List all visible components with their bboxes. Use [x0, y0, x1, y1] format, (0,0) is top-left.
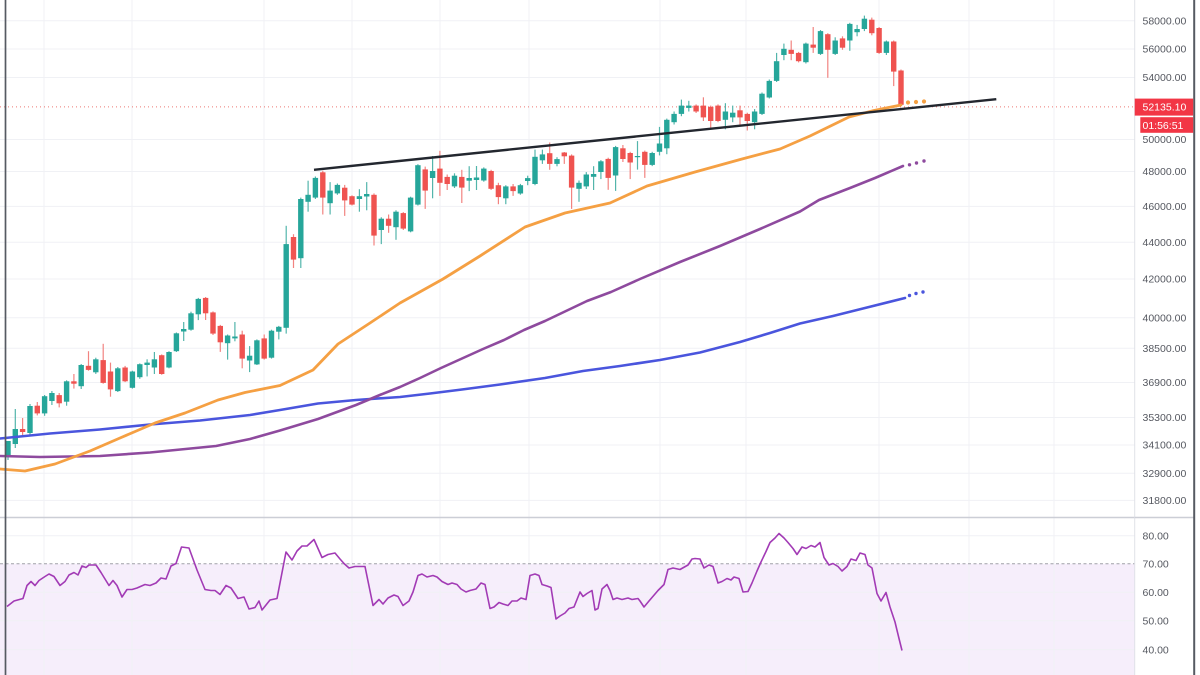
svg-text:38500.00: 38500.00	[1143, 343, 1187, 355]
svg-text:34100.00: 34100.00	[1143, 440, 1187, 452]
svg-text:40.00: 40.00	[1143, 644, 1169, 656]
svg-text:52135.10: 52135.10	[1143, 102, 1187, 114]
svg-text:32900.00: 32900.00	[1143, 468, 1187, 480]
svg-text:40000.00: 40000.00	[1143, 313, 1187, 325]
svg-text:31800.00: 31800.00	[1143, 495, 1187, 507]
svg-text:60.00: 60.00	[1143, 587, 1169, 599]
svg-text:44000.00: 44000.00	[1143, 237, 1187, 249]
svg-text:80.00: 80.00	[1143, 531, 1169, 543]
svg-text:01:56:51: 01:56:51	[1143, 120, 1184, 132]
svg-text:50000.00: 50000.00	[1143, 134, 1187, 146]
svg-text:42000.00: 42000.00	[1143, 274, 1187, 286]
svg-text:48000.00: 48000.00	[1143, 166, 1187, 178]
svg-text:58000.00: 58000.00	[1143, 16, 1187, 28]
svg-text:56000.00: 56000.00	[1143, 44, 1187, 56]
svg-text:54000.00: 54000.00	[1143, 72, 1187, 84]
svg-text:35300.00: 35300.00	[1143, 412, 1187, 424]
svg-text:46000.00: 46000.00	[1143, 201, 1187, 213]
svg-text:70.00: 70.00	[1143, 559, 1169, 571]
svg-text:50.00: 50.00	[1143, 616, 1169, 628]
svg-text:36900.00: 36900.00	[1143, 377, 1187, 389]
